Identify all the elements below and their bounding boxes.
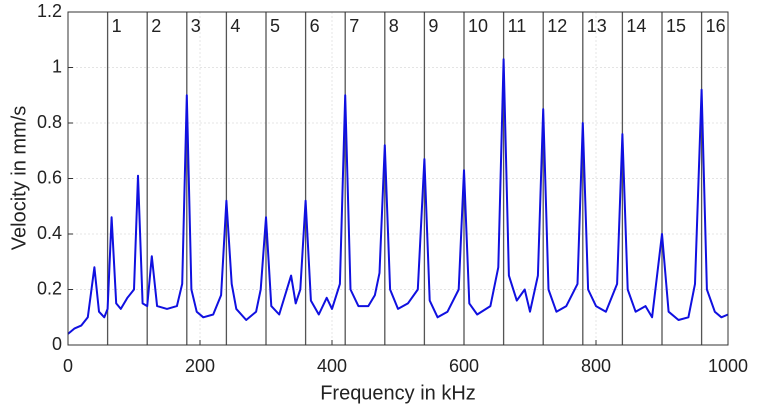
marker-label: 14 — [626, 16, 646, 36]
y-tick-label: 0.4 — [37, 223, 62, 243]
x-tick-label: 0 — [63, 356, 73, 376]
x-tick-label: 800 — [581, 356, 611, 376]
line-series — [67, 58, 729, 335]
x-tick-label: 400 — [317, 356, 347, 376]
marker-label: 13 — [587, 16, 607, 36]
marker-label: 5 — [270, 16, 280, 36]
y-tick-label: 0.6 — [37, 167, 62, 187]
marker-label: 6 — [310, 16, 320, 36]
marker-label: 8 — [389, 16, 399, 36]
y-tick-label: 0.2 — [37, 278, 62, 298]
x-tick-label: 1000 — [708, 356, 748, 376]
y-tick-label: 1.2 — [37, 1, 62, 21]
marker-label: 7 — [349, 16, 359, 36]
plot-frame — [67, 11, 729, 346]
x-axis-label: Frequency in kHz — [320, 382, 476, 404]
marker-label: 10 — [468, 16, 488, 36]
marker-label: 2 — [151, 16, 161, 36]
marker-label: 11 — [508, 16, 527, 36]
marker-label: 3 — [191, 16, 201, 36]
marker-label: 16 — [706, 16, 726, 36]
marker-label: 15 — [666, 16, 686, 36]
marker-label: 1 — [112, 16, 122, 36]
y-tick-label: 0.8 — [37, 112, 62, 132]
x-tick-label: 200 — [185, 356, 215, 376]
marker-label: 12 — [547, 16, 567, 36]
x-tick-label: 600 — [449, 356, 479, 376]
marker-label: 9 — [428, 16, 438, 36]
y-tick-label: 1 — [52, 56, 62, 76]
y-axis-label: Velocity in mm/s — [8, 106, 30, 250]
y-tick-label: 0 — [52, 334, 62, 354]
marker-label: 4 — [230, 16, 240, 36]
